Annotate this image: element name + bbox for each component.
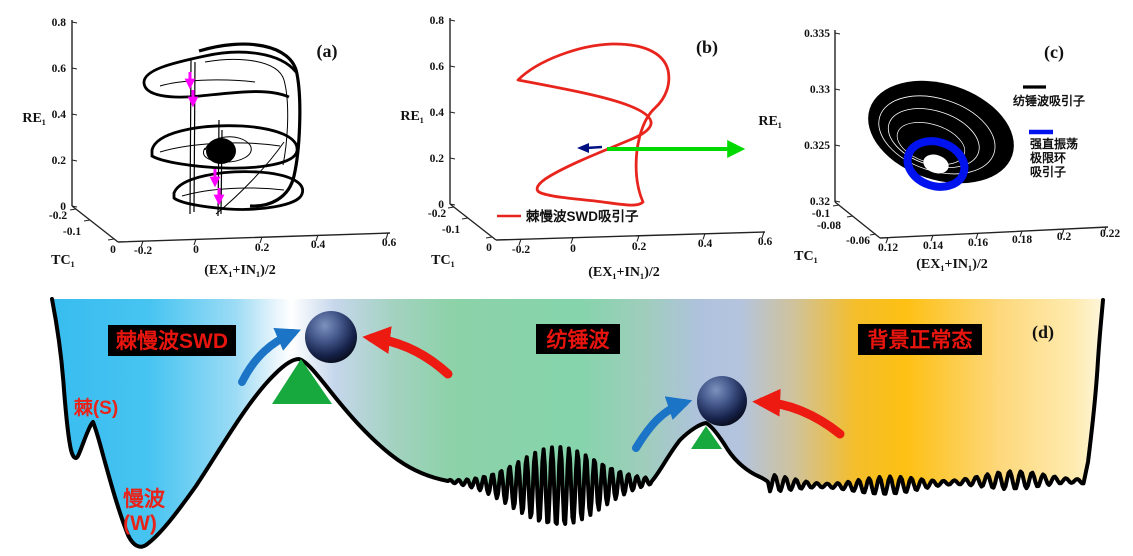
panel-b-label: (b)	[696, 37, 718, 58]
panel-c-label: (c)	[1044, 42, 1064, 63]
a-xtick-2: 0.2	[255, 242, 270, 254]
b-xtick-3: 0.4	[698, 238, 713, 250]
a-ytick-2: 0.4	[52, 109, 67, 121]
transition-arrow-blue-2	[632, 396, 693, 452]
b-xlabel: (EX₁+IN₁)/2	[588, 265, 660, 280]
c-xtick-4: 0.2	[1057, 231, 1072, 243]
state-ball-1	[305, 311, 357, 363]
panel-b-axes	[447, 18, 766, 246]
spindle-attractor	[868, 80, 1014, 191]
slow-wave-label-line1: 慢波	[123, 487, 166, 511]
c-xtick-5: 0.22	[1100, 228, 1120, 240]
c-ytick-1: 0.33	[810, 84, 830, 96]
state-box-normal	[858, 324, 982, 355]
b-ytick-1: 0.6	[430, 61, 445, 73]
b-ytick-4: 0	[438, 199, 444, 211]
b-ytick-2: 0.4	[430, 107, 445, 119]
a-xtick-4: 0.6	[382, 237, 397, 249]
panel-a-axes	[69, 20, 391, 248]
a-ytick-0: 0.8	[52, 17, 67, 29]
barrier-triangle-2	[691, 426, 722, 449]
state-ball-2	[697, 376, 747, 426]
a-ztick-0: -0.2	[49, 210, 67, 222]
legend-spindle-label: 纺锤波吸引子	[1013, 93, 1085, 108]
a-xtick-0: -0.2	[134, 245, 152, 257]
b-ztick-2: 0	[486, 242, 492, 254]
c-ztick-1: -0.08	[817, 220, 841, 232]
a-ytick-1: 0.6	[52, 63, 67, 75]
attractor-dense-core	[206, 138, 236, 164]
a-ylabel: RE₁	[22, 111, 46, 126]
b-xtick-1: 0	[570, 243, 576, 255]
legend-tonic-line1: 强直振荡	[1030, 136, 1078, 151]
b-ytick-0: 0.8	[430, 15, 445, 27]
barrier-triangle-1	[272, 359, 332, 404]
c-xtick-2: 0.16	[968, 237, 988, 249]
c-ytick-0: 0.335	[804, 28, 830, 40]
panel-c: 纺锤波吸引子 强直振荡 极限环 吸引子 0.335 0.33 0.325 0.3…	[758, 28, 1120, 272]
c-xtick-3: 0.18	[1012, 234, 1032, 246]
panel-a-label: (a)	[317, 41, 338, 62]
c-ytick-3: 0.32	[810, 196, 830, 208]
swd-chaotic-attractor	[142, 42, 304, 217]
c-xlabel: (EX₁+IN₁)/2	[916, 257, 988, 272]
panel-b: 棘慢波SWD吸引子 0.8 0.6 0.4 0.2 0 RE₁ -0.2 -0.…	[400, 15, 772, 280]
slow-wave-label-line2: (W)	[123, 512, 157, 535]
landscape-outline-curve	[50, 297, 1105, 549]
panel-c-axes	[832, 30, 1109, 244]
state-box-swd-label: 棘慢波SWD	[116, 329, 228, 353]
panel-d-landscape: 棘慢波SWD 纺锤波 背景正常态 棘(S) 慢波 (W) (d)	[50, 297, 1105, 549]
panel-b-legend: 棘慢波SWD吸引子	[497, 208, 639, 224]
panel-d-label: (d)	[1032, 322, 1054, 343]
panel-a: 0.8 0.6 0.4 0.2 0 RE₁ -0.2 -0.1 0 TC₁ -0…	[22, 17, 396, 278]
a-zlabel: TC₁	[51, 253, 75, 268]
state-box-spindle	[536, 324, 620, 354]
b-xtick-4: 0.6	[758, 236, 773, 248]
legend-label: 棘慢波SWD吸引子	[526, 208, 639, 224]
b-ztick-0: -0.2	[428, 208, 446, 220]
a-ztick-1: -0.1	[63, 226, 81, 238]
b-ztick-1: -0.1	[442, 224, 460, 236]
transition-arrow-red-2	[752, 388, 845, 439]
state-box-spindle-label: 纺锤波	[547, 328, 611, 352]
transition-arrow-blue-1	[238, 327, 301, 386]
c-zlabel: TC₁	[794, 249, 818, 264]
a-xtick-1: 0	[193, 244, 199, 256]
c-ztick-0: -0.1	[812, 208, 830, 220]
swd-limit-cycle	[516, 42, 671, 207]
legend-tonic-line2: 极限环	[1030, 150, 1066, 165]
c-xtick-1: 0.14	[923, 240, 943, 252]
legend-tonic-line3: 吸引子	[1030, 165, 1066, 179]
flow-direction-arrows	[184, 72, 225, 206]
b-zlabel: TC₁	[431, 253, 455, 268]
b-ylabel: RE₁	[400, 109, 424, 124]
panel-c-legend: 纺锤波吸引子 强直振荡 极限环 吸引子	[1013, 85, 1085, 179]
transition-arrow-red-1	[362, 326, 453, 379]
b-ytick-3: 0.2	[430, 153, 445, 165]
a-ztick-2: 0	[110, 244, 116, 256]
b-xtick-0: -0.2	[512, 244, 530, 256]
c-ytick-2: 0.325	[804, 140, 830, 152]
c-ylabel: RE₁	[758, 114, 782, 129]
a-xtick-3: 0.4	[311, 239, 326, 251]
a-ytick-4: 0	[60, 201, 66, 213]
a-xlabel: (EX₁+IN₁)/2	[204, 263, 276, 278]
c-ztick-2: -0.06	[846, 235, 870, 247]
fixed-point-small-arrow	[577, 143, 603, 153]
spike-well-label: 棘(S)	[74, 397, 118, 419]
c-xtick-0: 0.12	[878, 242, 898, 254]
state-box-swd	[108, 325, 236, 356]
state-box-normal-label: 背景正常态	[868, 328, 973, 352]
a-ytick-3: 0.2	[52, 155, 67, 167]
tonic-limit-cycle-ring	[903, 137, 969, 191]
b-xtick-2: 0.2	[632, 241, 647, 253]
